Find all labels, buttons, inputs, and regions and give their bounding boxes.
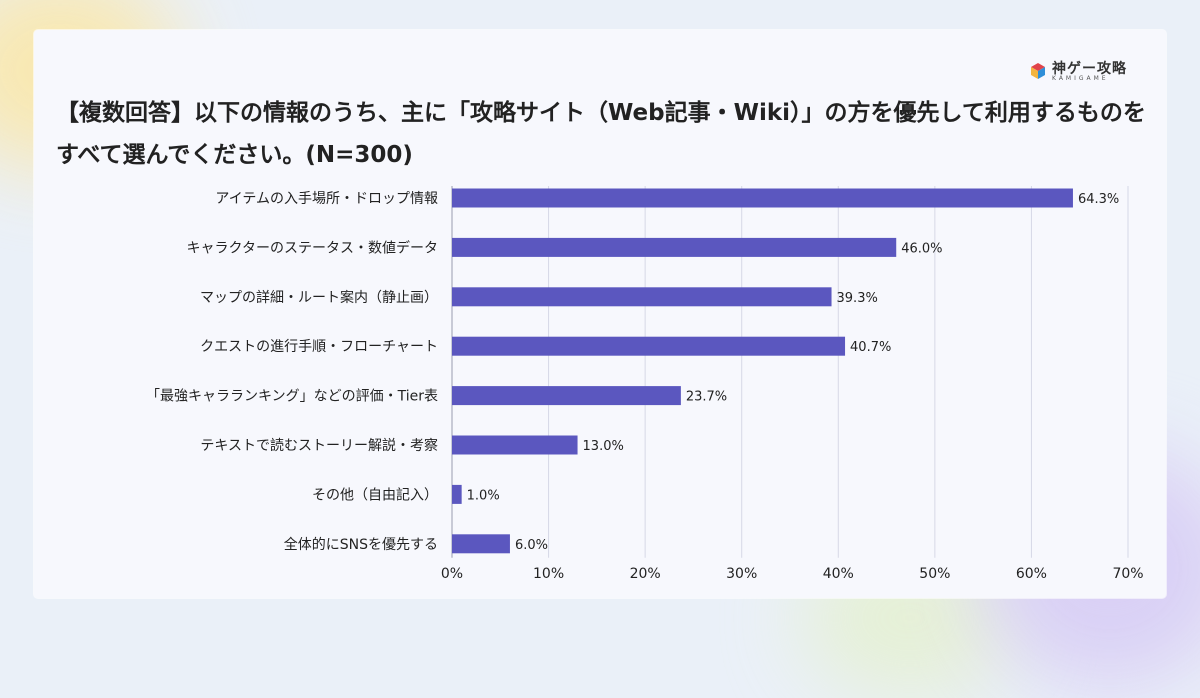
value-label: 23.7%	[686, 390, 727, 405]
bar	[452, 435, 578, 455]
category-label: キャラクターのステータス・数値データ	[187, 239, 438, 256]
bar	[452, 484, 462, 504]
category-label: クエストの進行手順・フローチャート	[200, 339, 438, 355]
category-label: 「最強キャラランキング」などの評価・Tier表	[146, 389, 438, 405]
x-tick-label: 60%	[1016, 566, 1047, 582]
chart-title: 【複数回答】以下の情報のうち、主に「攻略サイト（Web記事・Wiki）」の方を優…	[56, 100, 1146, 168]
brand-logo: 神ゲー攻略 KAMIGAME	[1030, 58, 1140, 86]
bar	[452, 188, 1073, 208]
value-label: 13.0%	[583, 439, 624, 454]
value-label: 6.0%	[515, 538, 548, 553]
bars	[452, 188, 1073, 554]
chart-card: 神ゲー攻略 KAMIGAME 【複数回答】以下の情報のうち、主に「攻略サイト（W…	[34, 30, 1166, 598]
x-tick-label: 20%	[630, 566, 661, 582]
value-label: 39.3%	[837, 291, 878, 306]
category-label: マップの詳細・ルート案内（静止画）	[200, 289, 438, 306]
cube-icon	[1031, 63, 1045, 79]
x-tick-label: 0%	[441, 566, 463, 582]
bar	[452, 237, 897, 257]
value-label: 64.3%	[1078, 192, 1119, 207]
x-tick-label: 40%	[823, 566, 854, 582]
brand-name: 神ゲー攻略	[1052, 61, 1127, 77]
bar	[452, 287, 832, 307]
value-label: 40.7%	[850, 340, 891, 355]
bar-chart: 0% 10% 20% 30% 40% 50% 60% 70% アイテムの入手場所・ドロップ情報 6…	[146, 186, 1144, 582]
category-label: テキストで読むストーリー解説・考察	[200, 437, 438, 454]
bar	[452, 336, 846, 356]
x-tick-label: 30%	[726, 566, 757, 582]
labels: 0% 10% 20% 30% 40% 50% 60% 70% アイテムの入手場所・ドロップ情報 6…	[146, 191, 1144, 582]
category-label: その他（自由記入）	[312, 486, 438, 503]
x-tick-label: 50%	[919, 566, 950, 582]
x-tick-label: 70%	[1112, 566, 1143, 582]
value-label: 1.0%	[467, 488, 500, 503]
bar	[452, 386, 681, 406]
brand-subtitle: KAMIGAME	[1052, 75, 1109, 82]
value-label: 46.0%	[901, 241, 942, 256]
x-tick-label: 10%	[533, 566, 564, 582]
category-label: 全体的にSNSを優先する	[284, 536, 438, 553]
category-label: アイテムの入手場所・ドロップ情報	[215, 191, 438, 207]
bar	[452, 534, 510, 554]
